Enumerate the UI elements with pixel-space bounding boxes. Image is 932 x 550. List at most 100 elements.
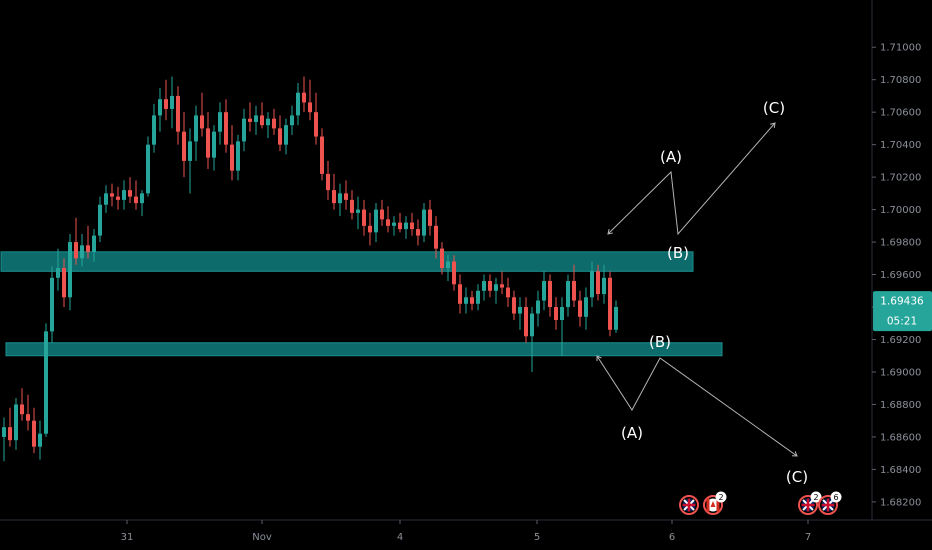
candle-body	[320, 136, 324, 174]
candle-body	[404, 222, 408, 230]
candle	[248, 102, 252, 132]
time-tick-label: 31	[121, 532, 134, 543]
price-tick-label: 1.69200	[880, 335, 921, 346]
wave-label-lower: (C)	[786, 468, 808, 486]
price-axis-panel	[872, 0, 932, 550]
candle-body	[338, 193, 342, 204]
uk-flag-icon	[821, 498, 835, 512]
price-tick-label: 1.70200	[880, 173, 921, 184]
price-tick-label: 1.70000	[880, 205, 921, 216]
candle-body	[536, 300, 540, 314]
candle	[308, 79, 312, 121]
candle	[104, 185, 108, 213]
support-zone[interactable]	[5, 342, 723, 357]
candle-body	[44, 331, 48, 434]
candle	[512, 290, 516, 321]
candle	[20, 388, 24, 421]
price-tick-label: 1.68800	[880, 400, 921, 411]
lower-wave-path	[596, 355, 798, 457]
candle-body	[494, 284, 498, 291]
candle-body	[410, 222, 414, 230]
resistance-zone[interactable]	[0, 251, 694, 272]
candle	[110, 183, 114, 207]
uk-event-badge[interactable]: 2	[798, 491, 822, 515]
candle	[290, 105, 294, 135]
canada-flag-icon	[706, 498, 720, 512]
badge-count: 2	[718, 493, 723, 502]
candle	[404, 216, 408, 239]
candle-body	[428, 209, 432, 226]
candle-body	[50, 277, 54, 332]
candle-body	[194, 115, 198, 142]
price-tick-label: 1.70800	[880, 75, 921, 86]
current-price-label: 1.69436	[880, 296, 924, 308]
candle-body	[296, 92, 300, 116]
badge-count-bubble	[810, 491, 822, 503]
candle-body	[374, 209, 378, 233]
upper-wave-arrowhead	[607, 229, 613, 235]
candle	[542, 271, 546, 311]
candle	[296, 82, 300, 126]
candle-body	[572, 281, 576, 301]
uk-event-badge[interactable]: 6	[818, 491, 842, 515]
candle	[134, 180, 138, 210]
candle-body	[506, 287, 510, 298]
candle	[314, 92, 318, 145]
event-badges[interactable]: 2 2 6	[679, 491, 842, 515]
candle	[452, 255, 456, 291]
current-price-marker[interactable]: 1.69436 05:21	[873, 291, 932, 332]
candle	[332, 173, 336, 210]
candle	[128, 177, 132, 204]
candle	[560, 297, 564, 356]
candle-body	[38, 433, 42, 447]
candle-body	[224, 112, 228, 145]
candle-body	[260, 115, 264, 126]
candle	[44, 323, 48, 437]
candle	[32, 407, 36, 454]
candle	[500, 271, 504, 295]
candle	[320, 128, 324, 181]
candle	[578, 290, 582, 327]
canada-event-badge[interactable]: 2	[703, 491, 727, 515]
uk-flag-icon	[682, 498, 696, 512]
candle-body	[290, 115, 294, 126]
candle	[614, 300, 618, 334]
candle-body	[176, 95, 180, 132]
candle	[98, 196, 102, 243]
candle-body	[560, 307, 564, 321]
candle-body	[26, 414, 30, 421]
candle	[524, 297, 528, 343]
candle	[92, 229, 96, 262]
candle	[38, 420, 42, 460]
maple-leaf-shape	[710, 501, 716, 507]
uk-event-badge[interactable]	[679, 495, 699, 515]
candle	[164, 79, 168, 121]
candle	[392, 216, 396, 236]
candle	[284, 118, 288, 155]
candle-body	[272, 118, 276, 129]
candle	[326, 160, 330, 200]
candle-body	[236, 141, 240, 171]
candle-body	[452, 261, 456, 285]
wave-label-upper: (C)	[763, 99, 785, 117]
candle-body	[110, 193, 114, 197]
candle	[362, 199, 366, 236]
wave-label-lower: (A)	[621, 424, 643, 442]
candle-body	[584, 297, 588, 317]
candle	[494, 277, 498, 304]
candle-body	[488, 281, 492, 291]
candle	[122, 180, 126, 210]
candle-body	[254, 115, 258, 122]
candle-body	[56, 268, 60, 278]
flag-band	[716, 498, 720, 512]
candle	[206, 112, 210, 170]
candle-body	[122, 190, 126, 200]
candle-body	[344, 193, 348, 200]
candle-body	[158, 99, 162, 116]
candle	[596, 264, 600, 301]
candle-body	[530, 313, 534, 337]
candle-body	[80, 245, 84, 259]
candle	[428, 199, 432, 236]
candles-layer	[2, 76, 618, 462]
